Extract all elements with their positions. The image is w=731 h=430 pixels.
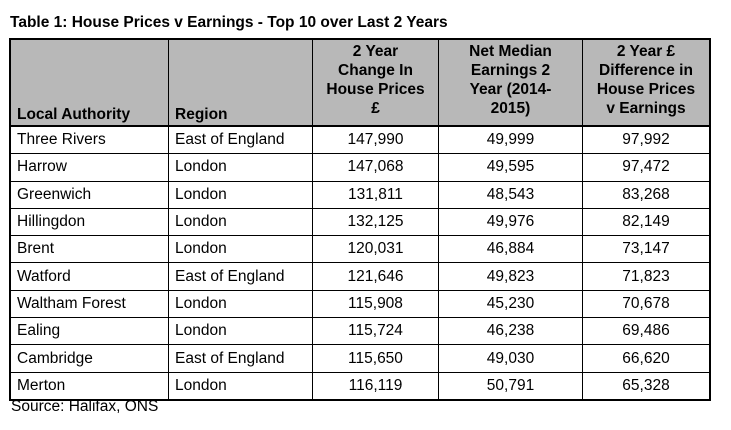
header-line: 2015)	[490, 100, 531, 117]
cell-house-price-change: 147,068	[313, 154, 439, 182]
cell-difference: 69,486	[583, 318, 709, 346]
cell-local-authority: Greenwich	[11, 181, 169, 209]
table-row: Hillingdon London 132,125 49,976 82,149	[11, 208, 709, 237]
table-row: Greenwich London 131,811 48,543 83,268	[11, 181, 709, 209]
cell-local-authority: Hillingdon	[11, 208, 169, 237]
cell-difference: 71,823	[583, 263, 709, 291]
table-title: Table 1: House Prices v Earnings - Top 1…	[10, 14, 448, 31]
cell-local-authority: Waltham Forest	[11, 290, 169, 319]
table-row: Brent London 120,031 46,884 73,147	[11, 236, 709, 264]
cell-local-authority: Three Rivers	[11, 127, 169, 155]
cell-difference: 65,328	[622, 376, 670, 394]
cell-region: East of England	[169, 263, 313, 291]
table-body: Three Rivers East of England 147,990 49,999…	[11, 127, 709, 399]
cell-difference: 66,620	[583, 345, 709, 373]
table-row: Three Rivers East of England 147,990 49,999…	[11, 127, 709, 155]
cell-net-median-earnings: 49,999	[439, 127, 583, 155]
cell-net-median-earnings: 49,823	[439, 263, 583, 291]
cell-region: London	[169, 181, 313, 209]
cell-house-price-change: 120,031	[313, 236, 439, 264]
cell-difference: 73,147	[583, 236, 709, 264]
header-line: Year (2014-	[469, 81, 552, 98]
cell-difference: 97,472	[583, 154, 709, 182]
table-row: Watford East of England 121,646 49,823 71,82…	[11, 263, 709, 291]
cell-region: London	[169, 236, 313, 264]
cell-net-median-earnings: 49,595	[439, 154, 583, 182]
cell-house-price-change: 115,724	[313, 318, 439, 346]
cell-net-median-earnings: 49,030	[439, 345, 583, 373]
header-house-price-change: 2 Year Change In House Prices £	[313, 40, 439, 127]
cell-house-price-change: 131,811	[313, 181, 439, 209]
cell-region: London	[169, 318, 313, 346]
header-local-authority: Local Authority	[11, 40, 169, 127]
cell-net-median-earnings: 46,884	[439, 236, 583, 264]
header-line: £	[371, 100, 380, 117]
cell-region: London	[169, 154, 313, 182]
header-row: Local Authority Region 2 Year Change In …	[11, 40, 709, 127]
cell-local-authority: Brent	[11, 236, 169, 264]
cell-region: East of England	[169, 345, 313, 373]
header-region: Region	[169, 40, 313, 127]
cell-region: East of England	[169, 127, 313, 155]
cell-local-authority: Merton	[11, 372, 169, 399]
cell-house-price-change: 147,990	[313, 127, 439, 155]
cell-local-authority: Harrow	[11, 154, 169, 182]
cell-region: London	[169, 290, 313, 319]
cell-region: London	[169, 208, 313, 237]
header-line: Change In	[338, 62, 413, 79]
header-line: House Prices	[326, 81, 425, 98]
cell-net-median-earnings: 45,230	[439, 290, 583, 319]
cell-house-price-change: 132,125	[313, 208, 439, 237]
cell-house-price-change: 115,650	[313, 345, 439, 373]
cell-region: London	[169, 372, 313, 399]
header-line: 2 Year £	[616, 43, 676, 60]
source-note: Source: Halifax, ONS	[11, 398, 159, 415]
cell-net-median-earnings: 46,238	[439, 318, 583, 346]
table-row: Waltham Forest London 115,908 45,230 70,678	[11, 290, 709, 319]
cell-local-authority: Ealing	[11, 318, 169, 346]
cell-difference: 70,678	[583, 291, 709, 319]
table-row: Cambridge East of England 115,650 49,030 66,…	[11, 345, 709, 373]
cell-difference: 82,149	[583, 209, 709, 237]
header-line: Net Median	[469, 43, 552, 60]
cell-net-median-earnings: 50,791	[439, 372, 583, 399]
header-line: v Earnings	[606, 100, 686, 117]
header-difference: 2 Year £ Difference in House Prices v Ea…	[583, 40, 709, 127]
table-row: Merton London 116,119 50,791 65,328	[11, 372, 709, 399]
header-line: 2 Year	[352, 43, 399, 60]
cell-net-median-earnings: 48,543	[439, 181, 583, 209]
cell-house-price-change: 121,646	[313, 263, 439, 291]
cell-local-authority: Cambridge	[11, 345, 169, 373]
table-row: Harrow London 147,068 49,595 97,472	[11, 154, 709, 182]
cell-difference: 83,268	[583, 182, 709, 209]
cell-difference: 97,992	[583, 127, 709, 155]
cell-net-median-earnings: 49,976	[439, 208, 583, 237]
header-line: Earnings 2	[470, 62, 551, 79]
house-prices-table: Local Authority Region 2 Year Change In …	[9, 38, 711, 401]
header-line: Difference in	[599, 62, 693, 79]
table-row: Ealing London 115,724 46,238 69,486	[11, 318, 709, 346]
cell-local-authority: Watford	[11, 263, 169, 291]
header-net-median-earnings: Net Median Earnings 2 Year (2014- 2015)	[439, 40, 583, 127]
header-line: House Prices	[596, 81, 696, 98]
cell-house-price-change: 115,908	[313, 290, 439, 319]
cell-house-price-change: 116,119	[313, 372, 439, 399]
